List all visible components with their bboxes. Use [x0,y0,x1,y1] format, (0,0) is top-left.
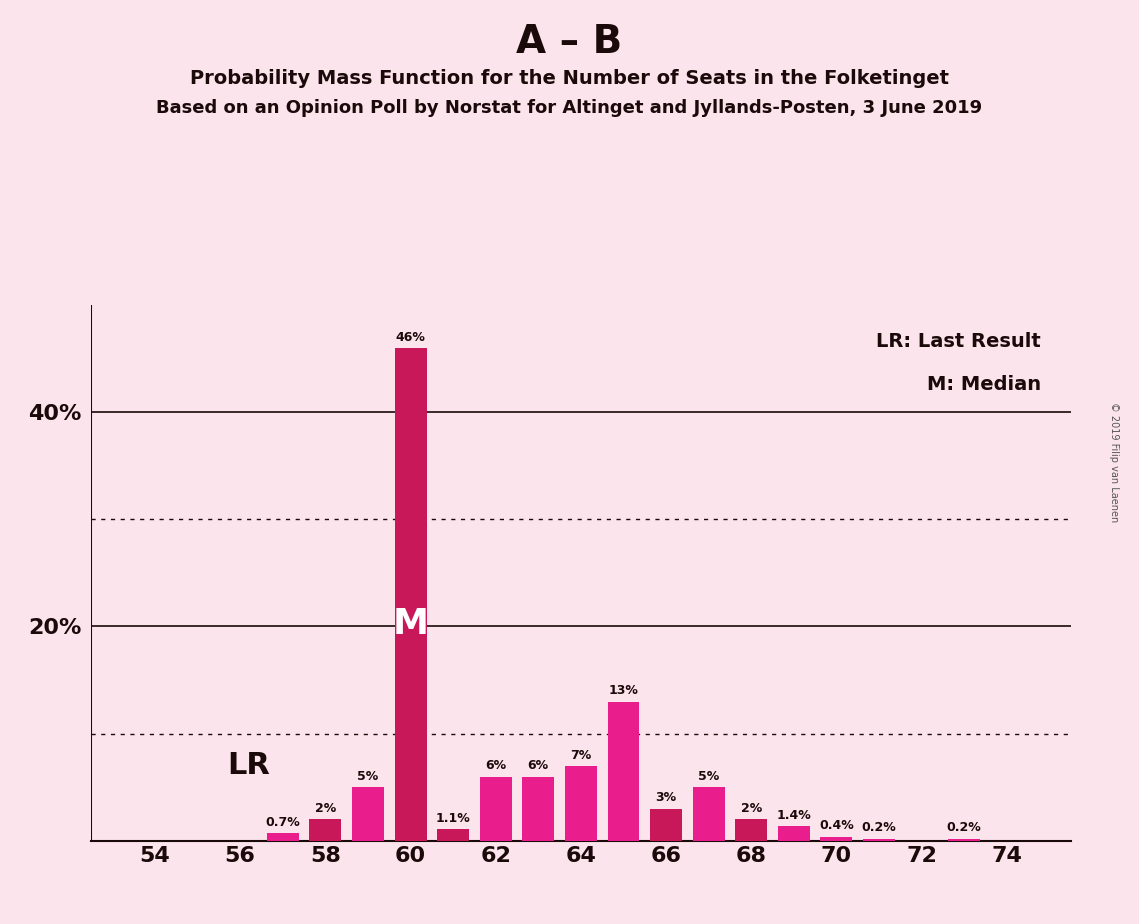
Text: 0.2%: 0.2% [947,821,982,834]
Text: M: M [393,607,428,641]
Bar [523,776,555,841]
Text: 2%: 2% [740,802,762,815]
Text: 2%: 2% [314,802,336,815]
Text: 5%: 5% [358,770,378,783]
Bar [565,766,597,841]
Bar [437,829,469,841]
Text: 46%: 46% [395,331,426,344]
Text: LR: Last Result: LR: Last Result [876,332,1041,351]
Text: 6%: 6% [527,760,549,772]
Text: 1.4%: 1.4% [777,808,811,821]
Text: 0.7%: 0.7% [265,816,301,829]
Text: 1.1%: 1.1% [436,812,470,825]
Text: M: Median: M: Median [927,374,1041,394]
Bar [693,787,724,841]
Text: 6%: 6% [485,760,506,772]
Text: Probability Mass Function for the Number of Seats in the Folketinget: Probability Mass Function for the Number… [190,69,949,89]
Text: 3%: 3% [656,791,677,805]
Bar [820,836,852,841]
Bar [267,833,298,841]
Bar [394,347,426,841]
Text: 0.4%: 0.4% [819,820,854,833]
Text: © 2019 Filip van Laenen: © 2019 Filip van Laenen [1109,402,1118,522]
Text: 0.2%: 0.2% [861,821,896,834]
Bar [607,701,639,841]
Bar [948,839,981,841]
Bar [310,820,342,841]
Text: A – B: A – B [516,23,623,61]
Bar [650,808,682,841]
Bar [480,776,511,841]
Text: LR: LR [228,751,270,780]
Bar [736,820,768,841]
Text: 13%: 13% [608,684,639,698]
Bar [863,839,895,841]
Text: Based on an Opinion Poll by Norstat for Altinget and Jyllands-Posten, 3 June 201: Based on an Opinion Poll by Norstat for … [156,99,983,116]
Bar [352,787,384,841]
Text: 5%: 5% [698,770,720,783]
Text: 7%: 7% [571,748,591,761]
Bar [778,826,810,841]
